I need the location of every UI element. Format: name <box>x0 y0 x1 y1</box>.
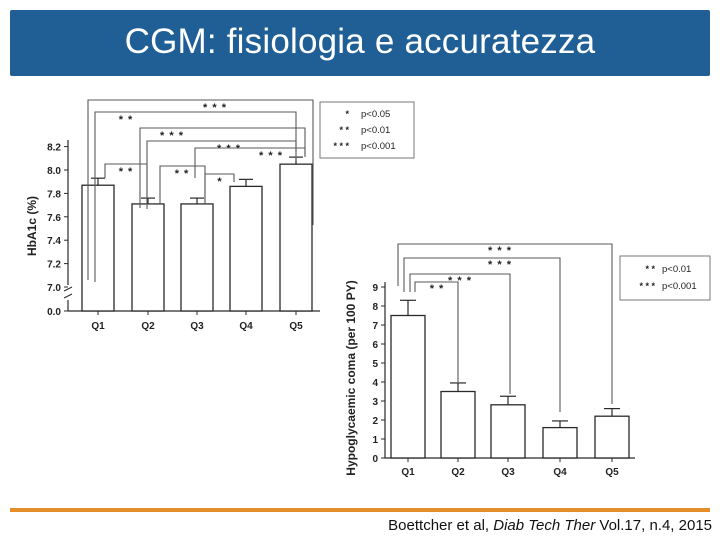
legend-stars: * * * <box>639 281 655 291</box>
significance-stars: * * <box>430 283 445 295</box>
significance-stars: * * <box>119 114 134 126</box>
bar <box>180 203 214 312</box>
bar <box>490 404 526 459</box>
legend-stars: * * * <box>333 141 349 151</box>
y-tick-label: 3 <box>372 397 378 408</box>
y-tick-label: 7.2 <box>47 260 61 271</box>
significance-bracket <box>139 127 306 208</box>
y-tick-label: 7.6 <box>47 213 61 224</box>
x-tick-label: Q4 <box>553 467 567 478</box>
y-tick-label: 0 <box>372 454 378 465</box>
y-tick-label: 5 <box>372 359 378 370</box>
legend-stars: * <box>345 109 349 119</box>
significance-stars: * * * <box>160 130 184 142</box>
x-tick-label: Q5 <box>605 467 619 478</box>
significance-bracket <box>87 99 314 280</box>
y-tick-label: 1 <box>372 435 378 446</box>
bar <box>279 163 313 312</box>
significance-stars: * * * <box>203 102 227 114</box>
legend-label: p<0.001 <box>361 141 396 152</box>
legend-box <box>319 101 415 159</box>
x-tick-label: Q3 <box>190 321 204 332</box>
y-tick-label: 7 <box>372 321 378 332</box>
citation-details: Vol.17, n.4, 2015 <box>595 517 712 534</box>
significance-bracket <box>194 147 306 178</box>
significance-stars: * * * <box>448 275 472 287</box>
significance-stars: * * * <box>259 150 283 162</box>
x-tick-label: Q5 <box>289 321 303 332</box>
significance-stars: * * * <box>488 259 512 271</box>
bar <box>390 314 426 459</box>
y-tick-label: 6 <box>372 340 378 351</box>
y-tick-label: 8 <box>372 302 378 313</box>
x-tick-label: Q1 <box>401 467 415 478</box>
y-tick-label: 8.0 <box>47 166 61 177</box>
y-tick-label: 7.4 <box>47 236 61 247</box>
y-tick-label: 7.8 <box>47 189 61 200</box>
legend-label: p<0.01 <box>361 125 390 136</box>
bar <box>594 415 630 459</box>
legend-label: p<0.05 <box>361 109 390 120</box>
y-tick-label: 4 <box>372 378 378 389</box>
significance-stars: * * * <box>488 245 512 257</box>
y-tick-label: 0.0 <box>47 307 61 318</box>
significance-bracket <box>204 173 235 204</box>
legend-stars: * * <box>339 125 349 135</box>
y-tick-label: 2 <box>372 416 378 427</box>
legend-label: p<0.01 <box>662 264 691 275</box>
legend-label: p<0.001 <box>662 281 697 292</box>
x-tick-label: Q2 <box>141 321 155 332</box>
significance-stars: * * * <box>217 143 241 155</box>
x-tick-label: Q3 <box>501 467 515 478</box>
significance-bracket <box>397 243 613 404</box>
axis-break-mark <box>63 286 73 292</box>
citation-authors: Boettcher et al, <box>388 517 494 534</box>
significance-bracket <box>409 273 511 394</box>
axis-break-mark <box>63 293 73 299</box>
significance-bracket <box>104 163 148 202</box>
y-tick-label: 9 <box>372 283 378 294</box>
title-banner: CGM: fisiologia e accuratezza <box>10 10 710 76</box>
x-tick-label: Q2 <box>451 467 465 478</box>
x-tick-label: Q4 <box>239 321 253 332</box>
x-tick-label: Q1 <box>91 321 105 332</box>
y-tick-label: 8.2 <box>47 143 61 154</box>
significance-stars: * * <box>119 166 134 178</box>
bar <box>542 426 578 459</box>
bar <box>440 390 476 459</box>
slide-title: CGM: fisiologia e accuratezza <box>124 22 596 61</box>
footer-divider <box>10 508 710 512</box>
significance-bracket <box>403 257 561 412</box>
citation-journal: Diab Tech Ther <box>493 517 596 534</box>
significance-bracket <box>414 281 459 382</box>
bar <box>81 184 115 312</box>
y-tick-label: 7.0 <box>47 283 61 294</box>
legend-stars: * * <box>645 264 655 274</box>
y-axis-label: HbA1c (%) <box>25 196 39 256</box>
y-axis-label: Hypoglycaemic coma (per 100 PY) <box>344 280 358 475</box>
citation: Boettcher et al, Diab Tech Ther Vol.17, … <box>388 517 712 534</box>
legend-box <box>619 255 711 301</box>
significance-bracket <box>94 111 297 282</box>
significance-stars: * <box>217 176 222 188</box>
significance-stars: * * <box>175 168 190 180</box>
